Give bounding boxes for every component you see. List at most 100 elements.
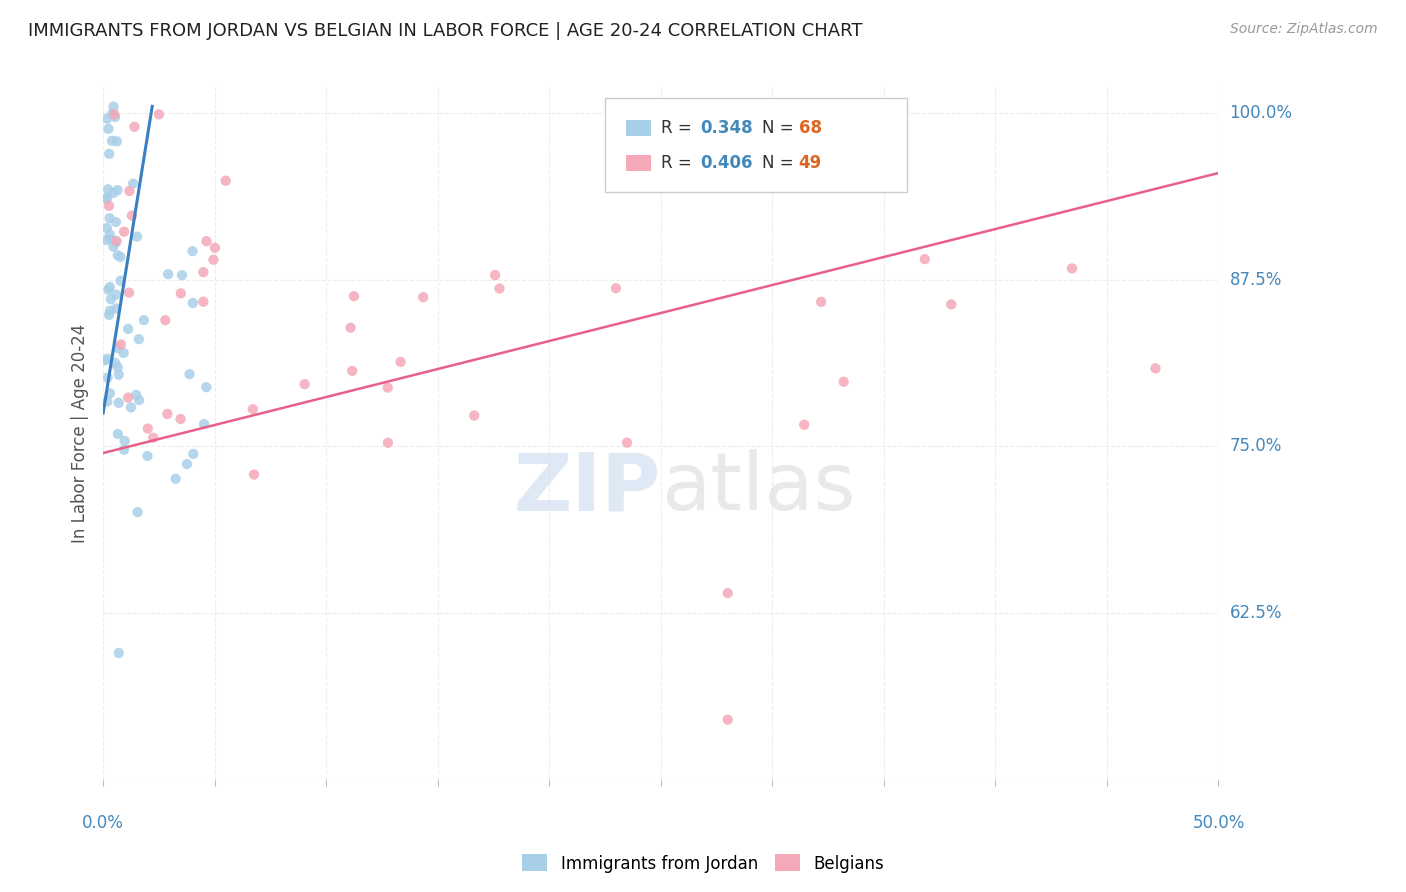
- Point: [110, 337, 132, 351]
- Text: 62.5%: 62.5%: [1230, 604, 1282, 622]
- Point: [100, 292, 122, 306]
- Point: [107, 360, 129, 375]
- Text: 0.406: 0.406: [700, 154, 752, 172]
- Point: [169, 412, 191, 426]
- Point: [105, 287, 128, 301]
- Point: [105, 234, 128, 248]
- Point: [176, 457, 198, 471]
- Point: [103, 186, 125, 200]
- Point: [110, 250, 132, 264]
- Text: 100.0%: 100.0%: [1230, 104, 1292, 122]
- Point: [157, 267, 180, 281]
- Point: [107, 368, 129, 382]
- Point: [873, 107, 896, 121]
- Text: N =: N =: [762, 119, 799, 136]
- Point: [112, 346, 135, 360]
- Point: [914, 252, 936, 267]
- Point: [118, 285, 141, 300]
- Point: [118, 184, 141, 198]
- Point: [195, 380, 218, 394]
- Point: [94, 233, 117, 247]
- Point: [96, 394, 118, 409]
- Point: [832, 375, 855, 389]
- Point: [98, 303, 121, 318]
- Point: [98, 211, 121, 226]
- Point: [105, 235, 128, 249]
- Point: [136, 449, 159, 463]
- Point: [96, 191, 118, 205]
- Text: R =: R =: [661, 119, 697, 136]
- Text: 50.0%: 50.0%: [1192, 814, 1244, 832]
- Point: [103, 239, 125, 253]
- Point: [107, 427, 129, 442]
- Point: [193, 417, 215, 431]
- Point: [104, 215, 127, 229]
- Point: [717, 586, 740, 600]
- Y-axis label: In Labor Force | Age 20-24: In Labor Force | Age 20-24: [72, 324, 89, 542]
- Point: [97, 351, 120, 366]
- Point: [107, 183, 129, 197]
- Point: [120, 401, 142, 415]
- Text: 0.0%: 0.0%: [82, 814, 124, 832]
- Point: [793, 417, 815, 432]
- Point: [170, 286, 193, 301]
- Point: [142, 431, 165, 445]
- Point: [339, 320, 361, 334]
- Point: [98, 232, 121, 246]
- Point: [215, 174, 238, 188]
- Text: atlas: atlas: [661, 450, 855, 527]
- Point: [179, 367, 201, 381]
- Point: [114, 434, 136, 448]
- Point: [202, 252, 225, 267]
- Point: [155, 313, 177, 327]
- Text: 75.0%: 75.0%: [1230, 437, 1282, 455]
- Point: [128, 393, 150, 408]
- Point: [125, 388, 148, 402]
- Point: [242, 402, 264, 417]
- Point: [343, 289, 366, 303]
- Point: [463, 409, 485, 423]
- Point: [105, 301, 128, 316]
- Point: [97, 121, 120, 136]
- Point: [117, 391, 139, 405]
- Point: [181, 244, 204, 259]
- Point: [98, 280, 121, 294]
- Point: [98, 199, 121, 213]
- Point: [193, 294, 215, 309]
- Point: [101, 107, 124, 121]
- Point: [136, 421, 159, 435]
- Point: [124, 120, 146, 134]
- Point: [294, 377, 316, 392]
- Text: 68: 68: [799, 119, 821, 136]
- Point: [170, 268, 193, 282]
- Point: [412, 290, 434, 304]
- Point: [195, 234, 218, 248]
- Point: [97, 182, 120, 196]
- Point: [204, 241, 226, 255]
- Point: [122, 177, 145, 191]
- Point: [110, 274, 132, 288]
- Text: 0.348: 0.348: [700, 119, 752, 136]
- Text: N =: N =: [762, 154, 799, 172]
- Text: 49: 49: [799, 154, 823, 172]
- Point: [243, 467, 266, 482]
- Point: [377, 381, 399, 395]
- Point: [96, 370, 118, 384]
- Point: [103, 99, 125, 113]
- Point: [96, 112, 118, 126]
- Point: [127, 505, 149, 519]
- Point: [112, 442, 135, 457]
- Point: [605, 281, 627, 295]
- Point: [93, 353, 115, 368]
- Text: Source: ZipAtlas.com: Source: ZipAtlas.com: [1230, 22, 1378, 37]
- Point: [165, 472, 187, 486]
- Point: [156, 407, 179, 421]
- Point: [107, 396, 129, 410]
- Point: [810, 294, 832, 309]
- Text: IMMIGRANTS FROM JORDAN VS BELGIAN IN LABOR FORCE | AGE 20-24 CORRELATION CHART: IMMIGRANTS FROM JORDAN VS BELGIAN IN LAB…: [28, 22, 863, 40]
- Point: [107, 341, 129, 355]
- Point: [96, 221, 118, 235]
- Text: R =: R =: [661, 154, 697, 172]
- Point: [101, 134, 124, 148]
- Point: [128, 332, 150, 346]
